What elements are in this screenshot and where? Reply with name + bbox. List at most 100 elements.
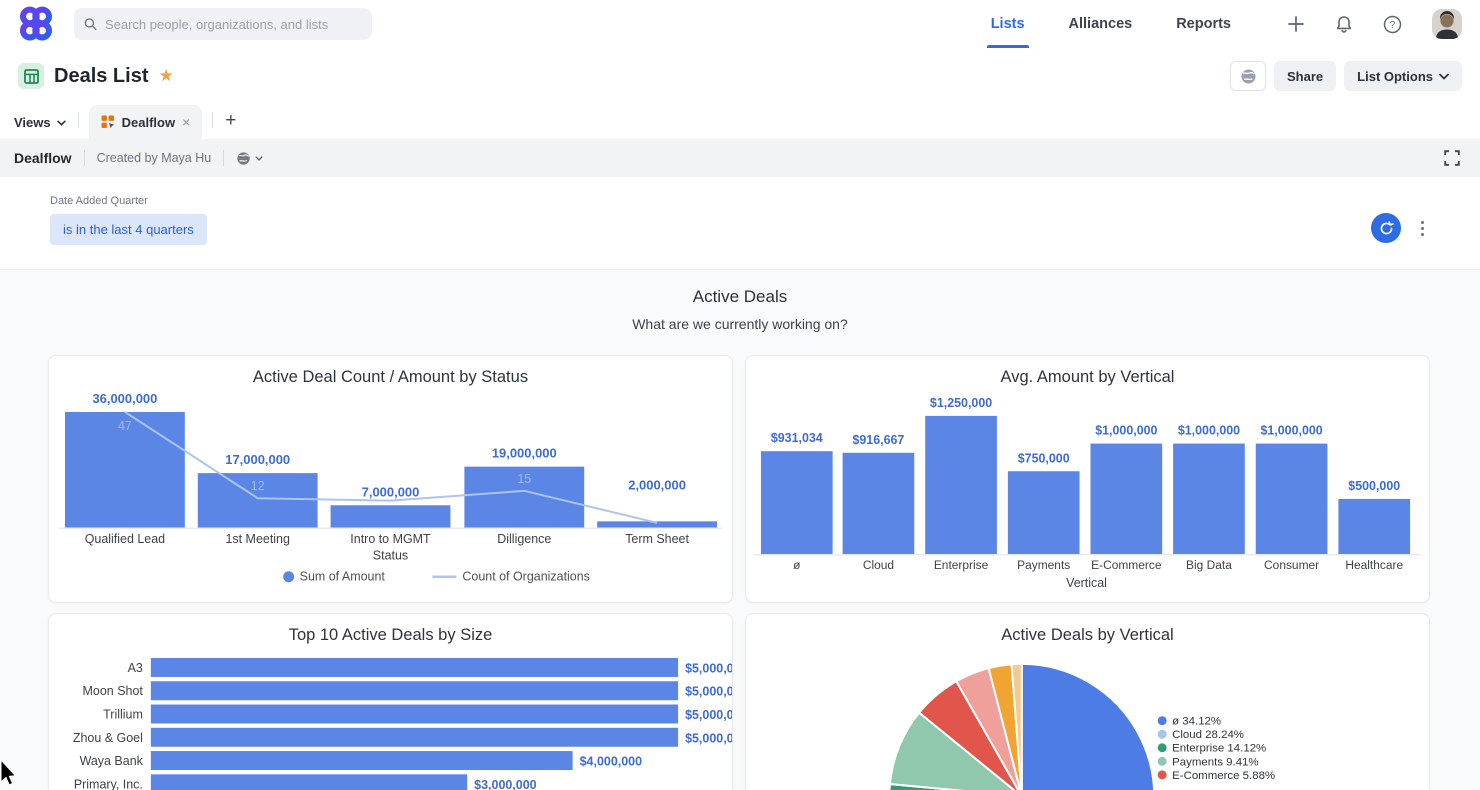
bar-value-label: $1,000,000 <box>1178 424 1240 438</box>
mouse-cursor <box>0 760 16 790</box>
bar-chart: $931,034 $916,667 $1,250,000 $750,000 $1,000… <box>746 390 1429 595</box>
dashboard: Active Deals What are we currently worki… <box>0 270 1480 790</box>
bar-ø[interactable] <box>761 451 833 554</box>
bar-Payments[interactable] <box>1008 471 1080 554</box>
bar-Trillium[interactable] <box>151 705 678 724</box>
refresh-icon <box>1379 221 1394 236</box>
filter-chip[interactable]: is in the last 4 quarters <box>50 214 207 245</box>
x-axis-tick: Consumer <box>1264 558 1319 572</box>
chevron-down-icon <box>1439 73 1449 80</box>
bar-Healthcare[interactable] <box>1338 499 1410 554</box>
legend-label: ø 34.12% <box>1172 716 1221 728</box>
section-title: Active Deals <box>0 287 1480 307</box>
y-axis-tick: Primary, Inc. <box>74 777 143 790</box>
bar-Consumer[interactable] <box>1256 444 1328 555</box>
global-search[interactable] <box>74 8 372 40</box>
x-axis-tick: Dilligence <box>497 532 551 546</box>
nav-reports[interactable]: Reports <box>1176 0 1231 48</box>
nav-alliances[interactable]: Alliances <box>1069 0 1133 48</box>
bar-Moon Shot[interactable] <box>151 681 678 700</box>
bar-value-label: 7,000,000 <box>362 484 420 499</box>
legend-dot-E-Commerce <box>1158 770 1167 779</box>
bar-value-label: $1,000,000 <box>1095 424 1157 438</box>
x-axis-tick: Payments <box>1017 558 1070 572</box>
bar-Big Data[interactable] <box>1173 444 1245 555</box>
x-axis-tick: 1st Meeting <box>225 532 290 546</box>
bar-E-Commerce[interactable] <box>1090 444 1162 555</box>
add-view-button[interactable]: + <box>223 110 242 139</box>
search-input[interactable] <box>105 17 362 32</box>
top-nav: Lists Alliances Reports ? <box>0 0 1480 48</box>
bar-value-label: $4,000,000 <box>580 755 642 769</box>
bar-Zhou & Goel[interactable] <box>151 728 678 747</box>
legend-label: Enterprise 14.12% <box>1172 743 1266 755</box>
bar-Waya Bank[interactable] <box>151 751 573 770</box>
affinity-logo[interactable] <box>18 6 54 42</box>
x-axis-tick: Cloud <box>863 558 894 572</box>
visibility-globe-button[interactable] <box>1230 61 1266 91</box>
count-label: 15 <box>517 472 531 486</box>
horizontal-bar-chart: A3$5,000,000Moon Shot$5,000,000Trillium$… <box>49 648 732 790</box>
filter-section: Date Added Quarter is in the last 4 quar… <box>0 177 1480 270</box>
tab-label: Dealflow <box>122 115 175 130</box>
spreadsheet-icon <box>24 69 39 84</box>
x-axis-tick: Big Data <box>1186 558 1232 572</box>
filter-label: Date Added Quarter <box>50 195 1480 207</box>
bar-value-label: $5,000,000 <box>685 685 732 699</box>
pie-slice-ø[interactable] <box>1022 664 1154 790</box>
x-axis-tick: Enterprise <box>934 558 989 572</box>
view-sharing-dropdown[interactable] <box>236 151 263 166</box>
bar-value-label: $1,000,000 <box>1260 424 1322 438</box>
bar-Enterprise[interactable] <box>925 416 997 554</box>
chart-card-top-deals-by-size: Top 10 Active Deals by Size A3$5,000,000… <box>48 613 733 790</box>
bar-Intro to MGMT[interactable] <box>331 505 451 528</box>
bar-value-label: $750,000 <box>1018 451 1070 465</box>
chart-title: Active Deal Count / Amount by Status <box>49 368 732 387</box>
x-axis-tick: E-Commerce <box>1091 558 1162 572</box>
user-avatar[interactable] <box>1432 9 1462 39</box>
plus-icon <box>1287 15 1305 33</box>
globe-icon <box>1240 68 1257 85</box>
x-axis-tick: ø <box>793 558 801 572</box>
notifications-button[interactable] <box>1335 15 1353 34</box>
bar-value-label: $931,034 <box>771 431 823 445</box>
refresh-button[interactable] <box>1371 213 1401 243</box>
bar-value-label: 17,000,000 <box>225 452 290 467</box>
fullscreen-icon[interactable] <box>1444 150 1460 166</box>
view-name: Dealflow <box>14 150 72 166</box>
legend-dot-Payments <box>1158 757 1167 766</box>
legend-label: Count of Organizations <box>462 570 590 584</box>
combo-chart: 36,000,00017,000,0007,000,00019,000,0002… <box>49 390 732 594</box>
list-options-button[interactable]: List Options <box>1344 61 1462 91</box>
legend-label: Payments 9.41% <box>1172 756 1258 768</box>
list-options-label: List Options <box>1357 69 1433 84</box>
views-dropdown[interactable]: Views <box>12 115 68 139</box>
bar-A3[interactable] <box>151 658 678 677</box>
deals-list-icon <box>18 63 44 89</box>
bar-Cloud[interactable] <box>843 453 915 554</box>
help-button[interactable]: ? <box>1383 15 1402 34</box>
x-axis-title: Status <box>373 549 408 563</box>
chevron-down-icon <box>57 120 66 126</box>
y-axis-tick: A3 <box>128 661 143 675</box>
bar-value-label: $1,250,000 <box>930 396 992 410</box>
tab-dealflow[interactable]: Dealflow × <box>89 105 203 139</box>
y-axis-tick: Trillium <box>103 707 143 721</box>
page-header: Deals List ★ Share List Options <box>0 48 1480 105</box>
more-options-button[interactable] <box>1417 217 1428 240</box>
share-button[interactable]: Share <box>1274 61 1336 91</box>
x-axis-tick: Qualified Lead <box>85 532 165 546</box>
view-info-bar: Dealflow Created by Maya Hu <box>0 139 1480 177</box>
bar-value-label: 2,000,000 <box>628 477 686 492</box>
add-button[interactable] <box>1287 15 1305 33</box>
search-icon <box>84 17 97 31</box>
nav-lists[interactable]: Lists <box>991 0 1025 48</box>
share-label: Share <box>1287 69 1323 84</box>
tab-close-icon[interactable]: × <box>182 115 190 129</box>
favorite-star-icon[interactable]: ★ <box>158 66 173 86</box>
bar-Primary, Inc.[interactable] <box>151 774 467 790</box>
count-label: 12 <box>251 479 265 493</box>
bar-value-label: 19,000,000 <box>492 446 557 461</box>
y-axis-tick: Zhou & Goel <box>73 731 143 745</box>
bar-value-label: $916,667 <box>852 433 904 447</box>
